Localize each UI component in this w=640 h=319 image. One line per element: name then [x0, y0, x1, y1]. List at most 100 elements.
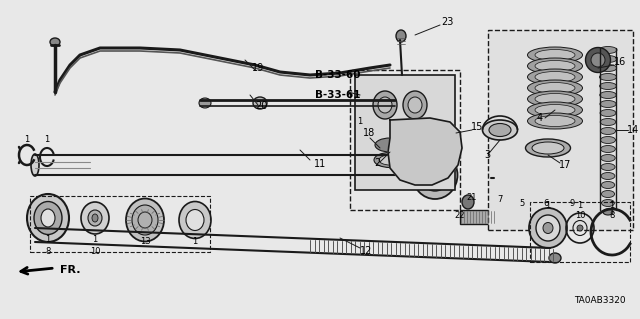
Text: 13: 13: [140, 238, 150, 247]
Ellipse shape: [27, 194, 69, 242]
Text: 10: 10: [575, 211, 585, 219]
Ellipse shape: [601, 182, 615, 189]
Ellipse shape: [599, 64, 617, 71]
Ellipse shape: [126, 198, 164, 241]
Ellipse shape: [50, 38, 60, 46]
Ellipse shape: [186, 210, 204, 231]
Bar: [30, 196, 210, 252]
Text: 21: 21: [467, 192, 477, 202]
Ellipse shape: [527, 47, 582, 63]
Text: B-33-61: B-33-61: [315, 90, 360, 100]
Text: 19: 19: [252, 63, 264, 73]
Text: TA0AB3320: TA0AB3320: [574, 296, 626, 305]
Text: 11: 11: [314, 159, 326, 169]
Polygon shape: [388, 118, 462, 185]
Text: 14: 14: [627, 125, 639, 135]
Text: 16: 16: [614, 57, 626, 67]
Ellipse shape: [373, 91, 397, 119]
Text: 22: 22: [455, 211, 465, 219]
Ellipse shape: [379, 155, 401, 165]
Ellipse shape: [403, 91, 427, 119]
Ellipse shape: [532, 142, 564, 154]
Ellipse shape: [529, 208, 567, 248]
Ellipse shape: [603, 209, 613, 215]
Ellipse shape: [535, 115, 575, 127]
Text: 1: 1: [24, 136, 29, 145]
Ellipse shape: [88, 210, 102, 226]
Ellipse shape: [535, 93, 575, 105]
Text: 1: 1: [577, 202, 582, 211]
Ellipse shape: [559, 170, 585, 196]
Ellipse shape: [535, 49, 575, 61]
Ellipse shape: [535, 83, 575, 93]
Ellipse shape: [600, 128, 616, 135]
Text: B-33-60: B-33-60: [315, 70, 360, 80]
Ellipse shape: [514, 196, 530, 202]
Ellipse shape: [549, 253, 561, 263]
Ellipse shape: [600, 118, 616, 125]
Ellipse shape: [179, 202, 211, 239]
Ellipse shape: [483, 120, 518, 140]
Text: 1: 1: [193, 238, 198, 247]
Ellipse shape: [591, 53, 605, 67]
Text: 8: 8: [45, 247, 51, 256]
Ellipse shape: [586, 48, 611, 72]
Ellipse shape: [514, 180, 530, 186]
Ellipse shape: [527, 113, 582, 129]
Text: 18: 18: [363, 128, 375, 138]
Ellipse shape: [390, 99, 400, 108]
Bar: [488, 30, 633, 230]
Ellipse shape: [601, 164, 615, 170]
Ellipse shape: [527, 102, 582, 118]
Ellipse shape: [41, 209, 55, 227]
Bar: [530, 202, 630, 262]
Text: 3: 3: [484, 150, 490, 160]
Ellipse shape: [199, 98, 211, 108]
Bar: [350, 70, 460, 210]
Ellipse shape: [535, 105, 575, 115]
Ellipse shape: [527, 58, 582, 74]
Ellipse shape: [81, 202, 109, 234]
Text: 17: 17: [559, 160, 571, 170]
Ellipse shape: [535, 61, 575, 71]
Ellipse shape: [514, 188, 530, 194]
Ellipse shape: [535, 172, 557, 194]
Text: 1: 1: [609, 202, 614, 211]
Ellipse shape: [536, 215, 560, 241]
Ellipse shape: [600, 73, 616, 80]
Text: FR.: FR.: [60, 265, 81, 275]
Ellipse shape: [396, 30, 406, 42]
Text: 1: 1: [44, 136, 50, 145]
Ellipse shape: [600, 100, 616, 108]
Ellipse shape: [428, 167, 442, 183]
Ellipse shape: [378, 97, 392, 113]
Ellipse shape: [525, 139, 570, 157]
Text: 7: 7: [497, 196, 502, 204]
Text: 4: 4: [537, 113, 543, 123]
Ellipse shape: [601, 145, 615, 152]
Text: 2: 2: [374, 158, 380, 168]
Text: 1: 1: [357, 117, 363, 127]
Text: 1: 1: [92, 235, 98, 244]
Text: 6: 6: [543, 199, 548, 209]
Ellipse shape: [132, 205, 158, 235]
Ellipse shape: [600, 109, 616, 116]
Ellipse shape: [599, 56, 617, 63]
Text: 8: 8: [609, 211, 614, 219]
Ellipse shape: [543, 222, 553, 234]
Ellipse shape: [489, 123, 511, 137]
Ellipse shape: [602, 190, 614, 197]
Text: 20: 20: [255, 101, 267, 111]
Ellipse shape: [92, 214, 98, 222]
Ellipse shape: [600, 92, 616, 99]
Ellipse shape: [253, 97, 267, 109]
Ellipse shape: [600, 83, 616, 90]
Ellipse shape: [527, 91, 582, 107]
Text: 1: 1: [545, 202, 550, 211]
Bar: [355, 75, 455, 190]
Text: 15: 15: [471, 122, 483, 132]
Ellipse shape: [602, 199, 614, 206]
Ellipse shape: [413, 151, 458, 199]
Ellipse shape: [601, 154, 615, 161]
Text: 23: 23: [441, 17, 453, 27]
